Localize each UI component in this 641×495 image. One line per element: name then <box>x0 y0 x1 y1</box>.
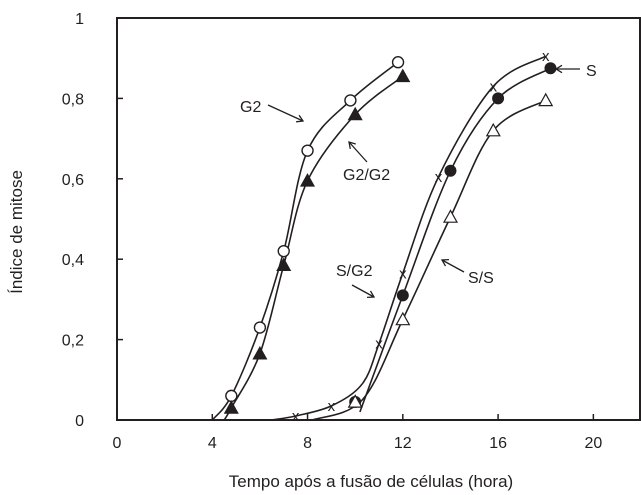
y-tick-label: 0,8 <box>62 91 84 108</box>
annotation-g2-g2-arrow-head <box>348 141 356 150</box>
annotation-s-g2-arrow-head <box>366 290 376 299</box>
marker-s-g2: x <box>375 336 383 353</box>
y-tick-label: 0,6 <box>62 172 84 189</box>
marker-g2 <box>277 244 290 258</box>
x-tick-label: 12 <box>394 435 412 452</box>
marker-g2-g2 <box>276 257 292 271</box>
marker-g2 <box>225 389 238 403</box>
axis-ticks <box>116 17 595 421</box>
x-tick-label: 16 <box>489 435 507 452</box>
y-axis-label: Índice de mitose <box>7 170 26 294</box>
x-axis-label: Tempo após a fusão de células (hora) <box>229 472 513 491</box>
marker-s-g2: x <box>490 78 498 95</box>
y-tick-label: 0 <box>75 413 84 430</box>
x-tick-label: 20 <box>584 435 602 452</box>
marker-g2 <box>391 56 405 69</box>
annotation-s-arrow-head <box>554 64 563 74</box>
marker-g2 <box>301 144 314 157</box>
annotation-g2-g2-label: G2/G2 <box>343 167 390 184</box>
marker-s-g2: x <box>292 408 300 425</box>
annotation-g2-g2-arrow-shaft <box>348 141 368 163</box>
marker-g2-g2 <box>347 106 363 121</box>
x-tick-label: 0 <box>113 435 122 452</box>
curve-s <box>359 67 551 413</box>
series-curves <box>211 55 551 421</box>
x-tick-label: 4 <box>208 435 217 452</box>
marker-g2-g2 <box>395 68 411 83</box>
annotation-s-g2-label: S/G2 <box>336 263 373 280</box>
y-tick-label: 1 <box>75 11 84 28</box>
marker-s <box>444 164 457 177</box>
marker-s-g2: x <box>435 169 443 186</box>
plot-area <box>116 17 641 421</box>
annotations: G2 G2/G2 S S/G2 S/S <box>240 63 597 299</box>
marker-s-s <box>485 122 501 137</box>
annotation-g2-label: G2 <box>240 99 261 116</box>
marker-s-s <box>442 209 459 223</box>
marker-s-g2: x <box>328 398 336 415</box>
marker-g2 <box>253 321 267 334</box>
marker-s-g2: x <box>399 265 407 282</box>
annotation-s-s-arrow-head <box>440 258 450 267</box>
curve-s-s <box>311 99 547 421</box>
annotation-g2-arrow-head <box>296 114 305 123</box>
marker-s-s <box>347 394 363 408</box>
annotation-s-s-label: S/S <box>468 270 494 287</box>
marker-g2-g2 <box>223 400 239 414</box>
annotation-s-s-arrow-shaft <box>441 259 465 273</box>
y-tick-label: 0,4 <box>62 252 84 269</box>
marker-g2-g2 <box>252 345 268 360</box>
marker-g2 <box>344 94 357 107</box>
y-tick-label: 0,2 <box>62 333 84 350</box>
marker-s-s <box>395 311 411 326</box>
plot-frame <box>116 17 641 421</box>
curve-s-g2 <box>271 55 547 421</box>
marker-s <box>492 92 505 105</box>
marker-s <box>396 289 409 302</box>
x-tick-label: 8 <box>303 435 312 452</box>
annotation-s-g2-arrow-shaft <box>351 284 375 298</box>
marker-s-s <box>538 92 554 107</box>
series-markers: x x x x x x x <box>223 48 557 425</box>
marker-s-g2: x <box>542 48 550 65</box>
annotation-s-label: S <box>586 63 597 80</box>
marker-g2-g2 <box>299 173 316 187</box>
annotation-g2-arrow-shaft <box>267 104 304 122</box>
axis-tick-labels: 0 4 8 12 16 20 0 0,2 0,4 0,6 0,8 1 <box>62 11 603 452</box>
